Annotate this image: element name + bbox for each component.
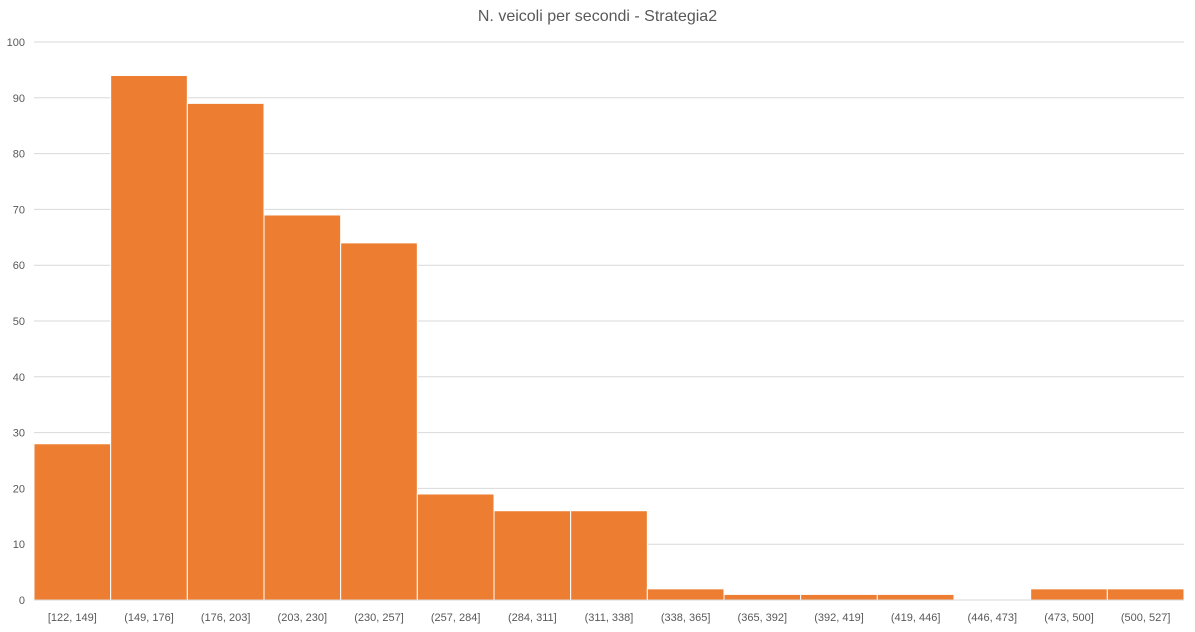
x-tick-label: (446, 473] [968,612,1018,624]
x-tick-label: (149, 176] [124,612,174,624]
x-tick-label: (257, 284] [431,612,481,624]
y-tick-label: 20 [13,483,25,495]
y-tick-label: 70 [13,204,25,216]
y-tick-label: 50 [13,316,25,328]
x-tick-label: (419, 446] [891,612,941,624]
histogram-bar [263,214,342,601]
x-tick-label: (230, 257] [354,612,404,624]
chart-title: N. veicoli per secondi - Strategia2 [477,8,718,25]
x-tick-label: [122, 149] [48,612,97,624]
histogram-bar [186,102,265,601]
y-tick-label: 100 [7,37,25,49]
y-tick-label: 90 [13,93,25,105]
y-tick-label: 80 [13,149,25,161]
histogram-bar [493,510,572,601]
histogram-bar [1106,588,1185,601]
x-tick-label: (365, 392] [738,612,788,624]
x-tick-label: (392, 419] [814,612,864,624]
x-tick-label: (284, 311] [508,612,557,624]
histogram-bar [570,510,648,601]
histogram-bar [33,443,112,601]
y-tick-label: 30 [13,428,25,440]
x-tick-label: (500, 527] [1121,612,1171,624]
histogram-bar [876,593,955,601]
histogram-bar [800,593,878,601]
x-tick-label: (203, 230] [278,612,328,624]
histogram-bar [110,74,188,601]
y-tick-label: 60 [13,260,25,272]
y-tick-label: 0 [19,595,25,607]
histogram-bar [646,588,725,601]
x-axis-ticks: [122, 149] (149, 176] (176, 203] (203, 230]… [48,612,1171,624]
y-tick-label: 40 [13,372,25,384]
histogram-bar [1030,588,1108,601]
bars [33,74,1185,601]
x-tick-label: (311, 338] [585,612,634,624]
x-tick-label: (338, 365] [661,612,711,624]
y-tick-label: 10 [13,539,25,551]
y-axis-ticks: 0 10 20 30 40 50 60 70 80 90 100 [7,37,25,607]
histogram-bar [340,242,418,601]
histogram-bar [416,493,495,601]
histogram-bar [723,593,802,601]
x-tick-label: (473, 500] [1044,612,1094,624]
x-tick-label: (176, 203] [201,612,251,624]
